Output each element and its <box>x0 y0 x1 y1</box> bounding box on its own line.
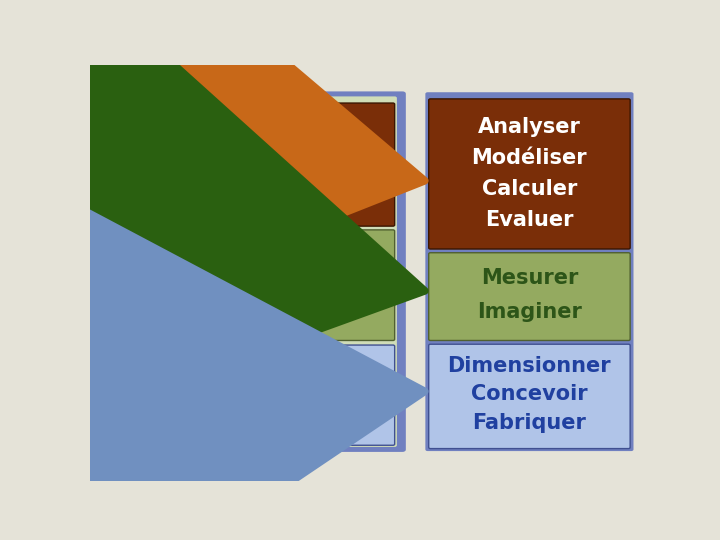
Ellipse shape <box>179 276 197 291</box>
Ellipse shape <box>159 259 217 307</box>
FancyBboxPatch shape <box>428 253 630 341</box>
Ellipse shape <box>119 225 257 341</box>
FancyArrowPatch shape <box>24 179 425 540</box>
Ellipse shape <box>142 244 234 322</box>
Ellipse shape <box>145 247 231 320</box>
Ellipse shape <box>174 271 202 295</box>
Text: Evaluer: Evaluer <box>485 210 574 230</box>
Text: Calculer: Calculer <box>482 179 577 199</box>
Ellipse shape <box>113 220 263 346</box>
Ellipse shape <box>185 281 191 286</box>
FancyBboxPatch shape <box>426 92 634 451</box>
FancyBboxPatch shape <box>290 91 406 452</box>
Text: PSI: PSI <box>320 271 376 300</box>
FancyArrowPatch shape <box>3 0 425 348</box>
Text: Analyser: Analyser <box>478 117 581 137</box>
Ellipse shape <box>104 213 271 354</box>
Ellipse shape <box>122 227 254 339</box>
Ellipse shape <box>139 242 237 325</box>
Ellipse shape <box>133 237 243 329</box>
Ellipse shape <box>148 249 228 317</box>
Ellipse shape <box>156 256 220 310</box>
Ellipse shape <box>101 211 274 356</box>
FancyBboxPatch shape <box>299 97 397 447</box>
Ellipse shape <box>116 222 260 344</box>
Text: Modéliser: Modéliser <box>472 148 588 168</box>
Text: PT: PT <box>326 381 369 410</box>
Ellipse shape <box>171 268 205 298</box>
Ellipse shape <box>153 254 222 312</box>
FancyBboxPatch shape <box>301 103 395 226</box>
Ellipse shape <box>168 266 208 300</box>
Text: Imaginer: Imaginer <box>477 302 582 322</box>
Ellipse shape <box>150 252 225 315</box>
Ellipse shape <box>107 215 269 351</box>
Text: Mesurer: Mesurer <box>481 268 578 288</box>
Ellipse shape <box>125 230 251 336</box>
Ellipse shape <box>136 239 240 327</box>
Ellipse shape <box>162 261 214 305</box>
FancyBboxPatch shape <box>428 99 630 249</box>
Ellipse shape <box>130 234 246 332</box>
Ellipse shape <box>127 232 248 334</box>
FancyBboxPatch shape <box>301 345 395 446</box>
FancyBboxPatch shape <box>428 344 630 449</box>
Ellipse shape <box>176 273 199 293</box>
Text: Concevoir: Concevoir <box>471 384 588 404</box>
Text: Système: Système <box>130 271 245 296</box>
Ellipse shape <box>182 278 194 288</box>
Ellipse shape <box>165 264 211 302</box>
Text: Fabriquer: Fabriquer <box>472 413 586 433</box>
Text: MP: MP <box>322 150 374 179</box>
Text: Dimensionner: Dimensionner <box>448 356 611 376</box>
FancyBboxPatch shape <box>301 230 395 341</box>
FancyArrowPatch shape <box>0 0 425 446</box>
Ellipse shape <box>110 218 266 349</box>
